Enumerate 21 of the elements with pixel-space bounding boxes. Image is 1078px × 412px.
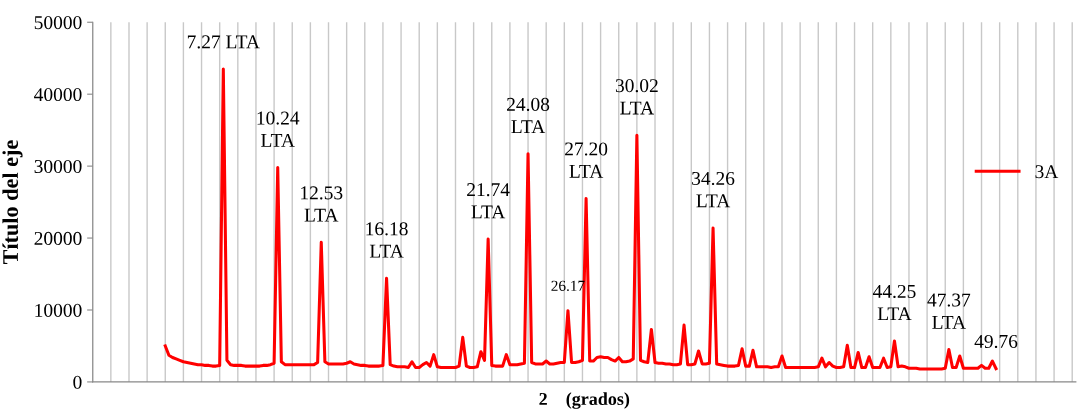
annotation: 44.25 LTA bbox=[872, 284, 916, 321]
annotation: 21.74 LTA bbox=[467, 183, 510, 219]
y-axis-title: Título del eje bbox=[2, 140, 23, 265]
annotation: 49.76 bbox=[974, 334, 1018, 349]
y-tick-label: 30000 bbox=[34, 159, 82, 174]
legend-label: 3A bbox=[1035, 165, 1059, 179]
annotation: 10.24 LTA bbox=[257, 111, 300, 147]
annotation: 47.37 LTA bbox=[927, 293, 971, 329]
annotation: 16.18 LTA bbox=[366, 222, 408, 258]
annotation: 7.27 LTA bbox=[187, 35, 260, 49]
y-tick-label: 10000 bbox=[35, 303, 82, 317]
x-axis-title: 2 (grados) bbox=[539, 392, 630, 409]
y-tick-label: 20000 bbox=[34, 231, 82, 245]
y-tick-label: 0 bbox=[73, 375, 82, 389]
y-tick-label: 50000 bbox=[34, 16, 82, 30]
annotation: 24.08 LTA bbox=[507, 97, 550, 134]
annotation: 12.53 LTA bbox=[301, 186, 343, 222]
y-tick-label: 40000 bbox=[34, 88, 82, 102]
annotation: 27.20 LTA bbox=[565, 142, 608, 178]
annotation: 34.26 LTA bbox=[692, 171, 735, 208]
annotation: 30.02 LTA bbox=[615, 79, 658, 115]
